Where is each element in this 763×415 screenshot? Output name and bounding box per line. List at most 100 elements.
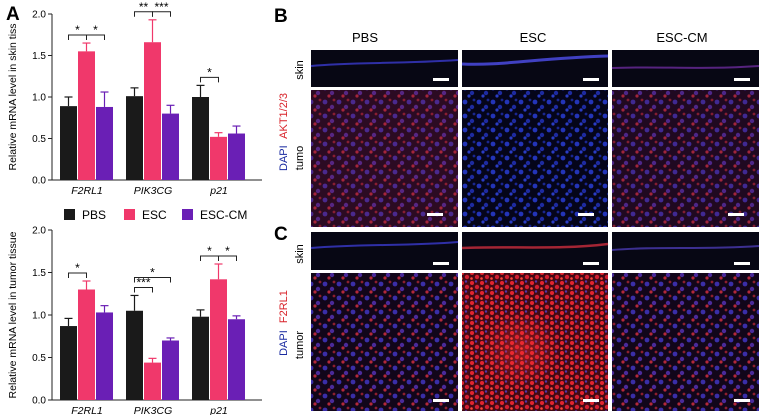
x-category-label: PIK3CG	[134, 185, 173, 197]
c-skin-epidermis-esc-cm	[611, 245, 760, 251]
significance-bracket	[134, 286, 153, 293]
y-tick-label: 1.0	[32, 311, 46, 322]
b-tumor-pbs-tint	[311, 90, 458, 227]
skin-mrna-chart: 0.0 0.5 1.0 1.5 2.0 Relative mRNA level in sk…	[7, 0, 262, 197]
significance-star: *	[75, 23, 80, 37]
panel-c: skin tumor DAPI F2RL1	[278, 232, 760, 411]
bar-esc-cm-pik3cg	[162, 340, 179, 400]
bar-pbs-f2rl1	[60, 326, 77, 400]
c-stain-marker: F2RL1	[278, 290, 290, 323]
significance-star: **	[139, 0, 149, 14]
legend-swatch-pbs	[64, 209, 75, 220]
y-tick-label: 0.5	[32, 134, 46, 145]
b-scalebar-4	[427, 213, 443, 216]
c-scalebar-2	[583, 262, 599, 265]
bar-esc-pik3cg	[144, 42, 161, 180]
significance-star: *	[93, 23, 98, 37]
panel-label-c: C	[274, 224, 288, 245]
significance-star: ***	[154, 0, 168, 14]
b-scalebar-3	[734, 78, 750, 81]
tumor-mrna-chart: 0.0 0.5 1.0 1.5 2.0 Relative mRNA level in tu…	[7, 226, 262, 415]
b-skin-pbs	[311, 50, 458, 87]
significance-bracket	[218, 255, 237, 261]
b-skin-epidermis-pbs	[310, 59, 459, 67]
b-tumor-pbs	[311, 90, 458, 227]
b-tumor-esc-cm-tint	[612, 90, 759, 227]
bar-esc-pik3cg	[144, 362, 161, 400]
legend-label-esc: ESC	[142, 208, 167, 222]
b-row-skin: skin	[294, 60, 306, 80]
bar-esc-f2rl1	[78, 51, 95, 180]
c-scalebar-1	[433, 262, 449, 265]
c-skin-epidermis-pbs	[310, 241, 459, 249]
c-tumor-pbs	[311, 273, 458, 411]
bar-pbs-f2rl1	[60, 106, 77, 180]
bar-esc-cm-p21	[228, 319, 245, 400]
panel-label-a: A	[6, 4, 20, 25]
bar-esc-cm-f2rl1	[96, 106, 113, 180]
legend-swatch-esc	[124, 209, 135, 220]
bar-esc-cm-p21	[228, 133, 245, 180]
significance-bracket	[86, 34, 105, 41]
y-tick-label: 1.5	[32, 51, 46, 62]
significance-star: ***	[136, 275, 150, 289]
b-col-esc-cm: ESC-CM	[656, 30, 707, 45]
y-tick-label: 0.0	[32, 176, 46, 187]
bar-esc-cm-pik3cg	[162, 113, 179, 180]
c-row-tumor: tumor	[294, 331, 306, 359]
b-skin-epidermis-esc-cm	[611, 65, 760, 69]
x-category-label: p21	[209, 405, 228, 415]
legend: PBS ESC ESC-CM	[64, 208, 247, 222]
bar-pbs-pik3cg	[126, 310, 143, 400]
panel-b: PBS ESC ESC-CM skin tumo DAPI AKT1/2/3	[278, 30, 760, 227]
panel-label-b: B	[274, 6, 288, 27]
bar-pbs-p21	[192, 97, 209, 180]
bar-esc-p21	[210, 279, 227, 400]
x-category-label: F2RL1	[71, 185, 103, 197]
bar-pbs-pik3cg	[126, 96, 143, 180]
significance-star: *	[207, 244, 212, 258]
significance-bracket	[152, 11, 171, 17]
c-skin-epidermis-esc	[461, 242, 609, 250]
significance-star: *	[207, 65, 212, 79]
significance-bracket	[68, 272, 87, 278]
bar-pbs-p21	[192, 316, 209, 400]
b-scalebar-1	[433, 78, 449, 81]
c-tumor-esc-cm	[612, 273, 759, 411]
significance-star: *	[225, 244, 230, 258]
c-stain-dapi: DAPI	[278, 330, 290, 356]
legend-swatch-esc-cm	[182, 209, 193, 220]
b-tumor-esc	[462, 90, 608, 227]
b-stain-marker: AKT1/2/3	[278, 93, 290, 139]
b-row-tumor: tumo	[294, 146, 306, 170]
significance-bracket	[200, 76, 219, 83]
b-stain-dapi: DAPI	[278, 145, 290, 171]
c-row-skin: skin	[294, 244, 306, 264]
c-tumor-esc-hotspot	[480, 310, 560, 390]
b-stain-label: DAPI AKT1/2/3	[278, 93, 290, 171]
y-axis-label: Relative mRNA level in skin tiss	[7, 23, 19, 170]
y-tick-label: 0.5	[32, 353, 46, 364]
legend-label-esc-cm: ESC-CM	[200, 208, 247, 222]
b-col-esc: ESC	[520, 30, 547, 45]
y-tick-label: 1.5	[32, 268, 46, 279]
significance-bracket	[134, 276, 171, 283]
y-tick-label: 2.0	[32, 226, 46, 237]
significance-star: *	[150, 265, 155, 279]
y-tick-label: 1.0	[32, 93, 46, 104]
b-scalebar-6	[728, 213, 744, 216]
x-category-label: PIK3CG	[134, 405, 173, 415]
bar-esc-f2rl1	[78, 289, 95, 400]
b-col-pbs: PBS	[352, 30, 378, 45]
legend-label-pbs: PBS	[82, 208, 106, 222]
c-scalebar-6	[734, 399, 750, 402]
c-scalebar-5	[583, 399, 599, 402]
c-scalebar-4	[433, 399, 449, 402]
b-tumor-esc-cm	[612, 90, 759, 227]
y-tick-label: 0.0	[32, 396, 46, 407]
bar-esc-cm-f2rl1	[96, 312, 113, 400]
y-tick-label: 2.0	[32, 10, 46, 21]
b-skin-epidermis-esc	[461, 54, 609, 66]
b-scalebar-5	[578, 213, 594, 216]
bar-esc-p21	[210, 136, 227, 180]
